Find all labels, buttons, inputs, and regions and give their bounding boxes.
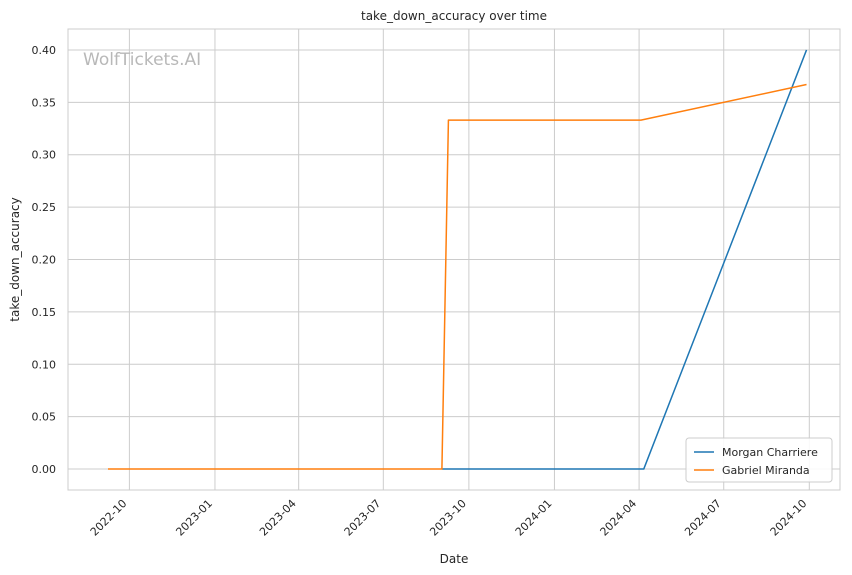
legend-label: Morgan Charriere: [722, 446, 818, 459]
y-tick-label: 0.20: [32, 254, 57, 267]
y-tick-label: 0.00: [32, 463, 57, 476]
y-tick-label: 0.10: [32, 358, 57, 371]
y-tick-label: 0.15: [32, 306, 57, 319]
x-axis-label: Date: [440, 552, 469, 566]
plot-frame: [67, 28, 841, 491]
y-tick-label: 0.40: [32, 44, 57, 57]
series-line: [108, 83, 807, 470]
y-axis-label: take_down_accuracy: [8, 197, 22, 321]
y-tick-label: 0.30: [32, 149, 57, 162]
y-tick-labels: 0.00 0.05 0.10 0.15 0.20 0.25 0.30 0.35 0.40: [32, 44, 57, 476]
series-line: [441, 49, 808, 470]
y-tick-label: 0.35: [32, 96, 57, 109]
y-tick-label: 0.25: [32, 201, 57, 214]
chart-title: take_down_accuracy over time: [361, 9, 547, 23]
legend-box: [685, 437, 833, 483]
legend-label: Gabriel Miranda: [722, 464, 810, 477]
y-tick-label: 0.05: [32, 411, 57, 424]
watermark: WolfTickets.AI: [83, 50, 201, 70]
series-layer: [108, 49, 808, 470]
legend: Morgan Charriere Gabriel Miranda: [685, 437, 833, 483]
